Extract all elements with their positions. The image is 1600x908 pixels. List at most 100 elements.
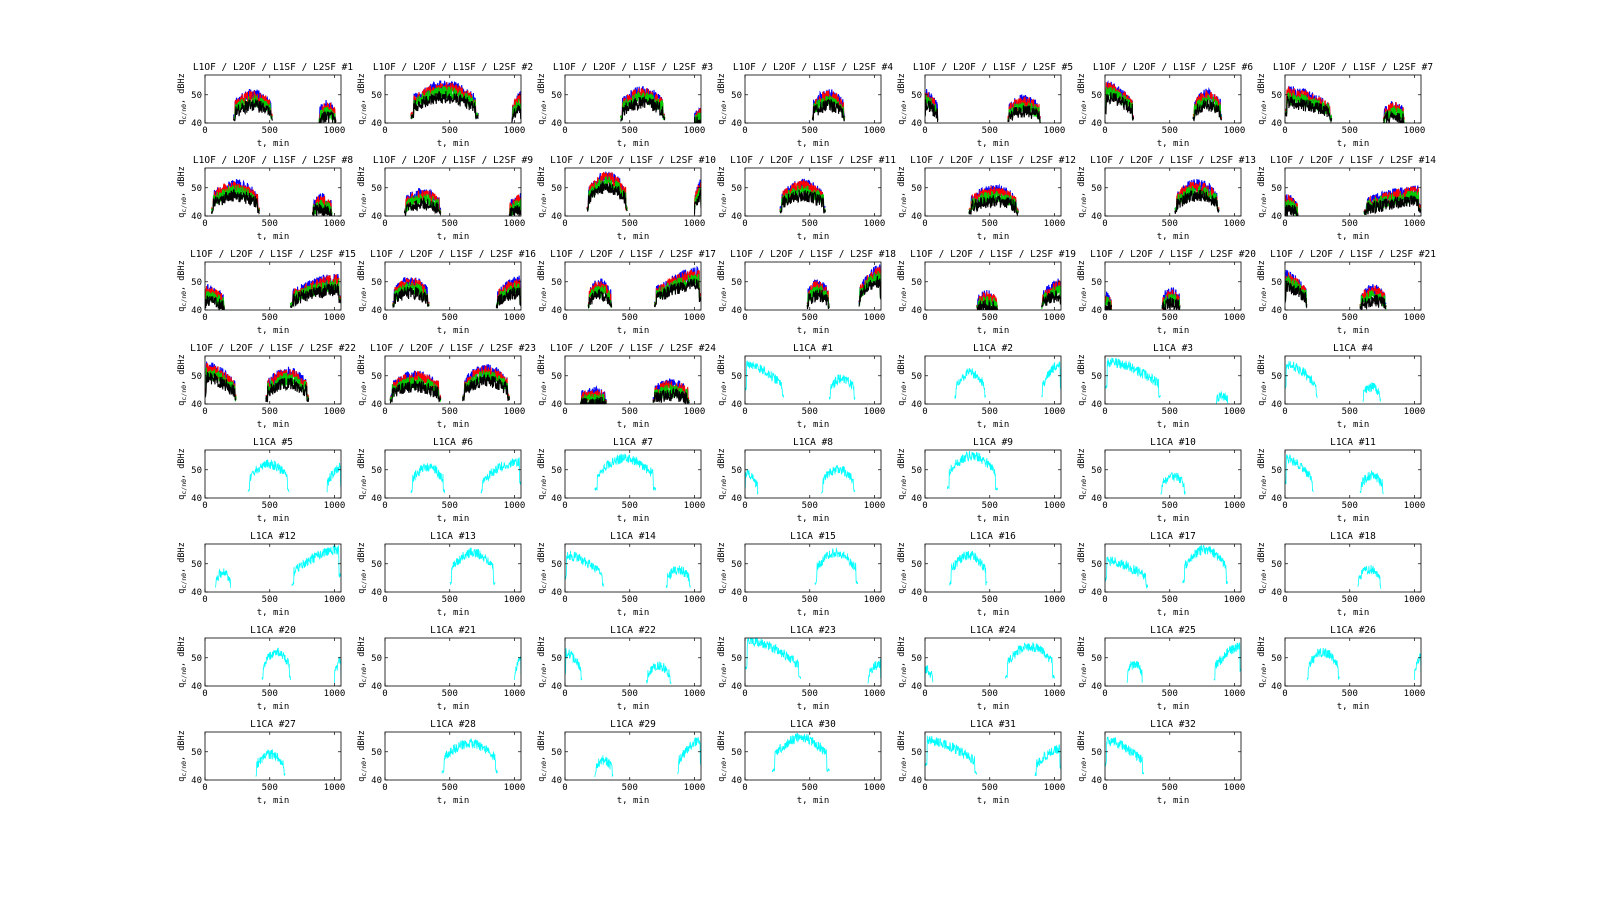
plot-area bbox=[1160, 471, 1186, 495]
y-tick-label: 40 bbox=[551, 306, 562, 316]
y-axis-label: qc/n0, dBHz bbox=[177, 73, 188, 125]
x-tick-label: 1000 bbox=[1224, 219, 1246, 229]
series-line-l1sf bbox=[1007, 101, 1041, 122]
x-tick-label: 0 bbox=[1282, 689, 1287, 699]
y-label-unit: , dBHz bbox=[1257, 448, 1267, 479]
series-line-l1ca bbox=[255, 748, 286, 777]
x-tick-label: 0 bbox=[562, 595, 567, 605]
x-axis-label: t, min bbox=[1337, 420, 1370, 430]
x-tick-label: 0 bbox=[742, 689, 747, 699]
y-tick-label: 50 bbox=[371, 466, 382, 476]
y-label-subscript: c/n0 bbox=[900, 479, 908, 495]
x-tick-label: 1000 bbox=[1044, 501, 1066, 511]
y-label-unit: , dBHz bbox=[177, 166, 187, 197]
y-tick-label: 40 bbox=[371, 682, 382, 692]
plot-area bbox=[745, 465, 856, 495]
y-tick-label: 40 bbox=[371, 494, 382, 504]
subplot: L1OF / L2OF / L1SF / L2SF #22 0 500 1000 40 5… bbox=[177, 343, 356, 430]
y-label-subscript: c/n0 bbox=[180, 104, 188, 120]
y-tick-label: 40 bbox=[1091, 119, 1102, 129]
series-line-l1ca bbox=[326, 462, 341, 493]
x-tick-label: 500 bbox=[1162, 313, 1178, 323]
x-tick-label: 0 bbox=[742, 407, 747, 417]
y-tick-label: 50 bbox=[191, 91, 202, 101]
series-line-l2of bbox=[1285, 272, 1308, 306]
subplot: L1CA #5 0 500 1000 40 50 t, min qc/n0, dBHz bbox=[177, 437, 345, 524]
series-line-l2of bbox=[495, 279, 521, 308]
y-tick-label: 40 bbox=[1091, 682, 1102, 692]
series-line-l1ca bbox=[334, 656, 341, 683]
series-line-l1ca bbox=[449, 547, 496, 586]
y-axis-label: qc/n0, dBHz bbox=[357, 73, 368, 125]
y-tick-label: 40 bbox=[1091, 494, 1102, 504]
x-tick-label: 1000 bbox=[1044, 595, 1066, 605]
y-label-unit: , dBHz bbox=[897, 448, 907, 479]
axes-box bbox=[744, 167, 882, 217]
x-tick-label: 500 bbox=[1342, 313, 1358, 323]
x-tick-label: 500 bbox=[262, 407, 278, 417]
x-axis-label: t, min bbox=[797, 420, 830, 430]
x-tick-label: 500 bbox=[622, 783, 638, 793]
series-line-l1ca bbox=[594, 453, 657, 491]
x-axis-label: t, min bbox=[1157, 420, 1190, 430]
y-label-symbol: q bbox=[537, 777, 547, 782]
y-tick-label: 40 bbox=[1271, 212, 1282, 222]
axes-box bbox=[744, 261, 882, 311]
series-line-l2sf bbox=[653, 278, 701, 308]
subplot-title: L1OF / L2OF / L1SF / L2SF #5 bbox=[913, 62, 1073, 73]
series-line-l1sf bbox=[586, 176, 628, 212]
y-label-subscript: c/n0 bbox=[360, 479, 368, 495]
series-line-l1ca bbox=[745, 638, 802, 680]
subplot: L1CA #18 0 500 1000 40 50 t, min qc/n0, dBHz bbox=[1257, 531, 1425, 618]
axes-box bbox=[564, 449, 702, 499]
y-label-subscript: c/n0 bbox=[360, 667, 368, 683]
y-label-symbol: q bbox=[1257, 683, 1267, 688]
x-tick-label: 0 bbox=[742, 313, 747, 323]
subplot: L1OF / L2OF / L1SF / L2SF #20 0 500 1000 40 5… bbox=[1077, 249, 1256, 336]
x-axis-label: t, min bbox=[977, 702, 1010, 712]
series-line-l1ca bbox=[1285, 454, 1314, 493]
y-label-symbol: q bbox=[1257, 401, 1267, 406]
y-label-subscript: c/n0 bbox=[1260, 385, 1268, 401]
axes-box bbox=[204, 543, 342, 593]
y-tick-label: 50 bbox=[1091, 748, 1102, 758]
plot-area bbox=[1126, 642, 1241, 684]
axes-box bbox=[384, 74, 522, 124]
x-tick-label: 0 bbox=[922, 501, 927, 511]
subplot-title: L1CA #2 bbox=[973, 343, 1013, 354]
y-axis-label: qc/n0, dBHz bbox=[1077, 730, 1088, 782]
x-tick-label: 0 bbox=[382, 501, 387, 511]
axes-box bbox=[1104, 543, 1242, 593]
plot-area bbox=[247, 459, 341, 493]
series-line-l1ca bbox=[1004, 642, 1055, 680]
plot-area bbox=[1285, 454, 1384, 495]
y-tick-label: 50 bbox=[191, 278, 202, 288]
y-tick-label: 50 bbox=[911, 654, 922, 664]
y-axis-label: qc/n0, dBHz bbox=[537, 730, 548, 782]
y-axis-label: qc/n0, dBHz bbox=[537, 636, 548, 688]
axes-box bbox=[384, 543, 522, 593]
axes-box bbox=[384, 355, 522, 405]
x-tick-label: 1000 bbox=[504, 689, 526, 699]
y-label-symbol: q bbox=[717, 213, 727, 218]
series-line-l2sf bbox=[1285, 280, 1308, 309]
y-tick-label: 50 bbox=[1271, 560, 1282, 570]
y-label-subscript: c/n0 bbox=[360, 291, 368, 307]
x-tick-label: 500 bbox=[442, 219, 458, 229]
x-tick-label: 1000 bbox=[1224, 126, 1246, 136]
x-tick-label: 0 bbox=[202, 501, 207, 511]
y-label-symbol: q bbox=[1077, 777, 1087, 782]
subplot: L1CA #12 0 500 1000 40 50 t, min qc/n0, dBHz bbox=[177, 531, 345, 618]
y-axis-label: qc/n0, dBHz bbox=[1257, 448, 1268, 500]
x-tick-label: 500 bbox=[1342, 501, 1358, 511]
y-tick-label: 40 bbox=[911, 212, 922, 222]
y-tick-label: 50 bbox=[731, 278, 742, 288]
y-tick-label: 50 bbox=[731, 654, 742, 664]
x-axis-label: t, min bbox=[1157, 326, 1190, 336]
series-line-l1ca bbox=[745, 468, 759, 495]
y-axis-label: qc/n0, dBHz bbox=[717, 354, 728, 406]
x-tick-label: 0 bbox=[1102, 407, 1107, 417]
y-label-symbol: q bbox=[1257, 589, 1267, 594]
y-label-subscript: c/n0 bbox=[360, 761, 368, 777]
subplot: L1CA #28 0 500 1000 40 50 t, min qc/n0, dBHz bbox=[357, 719, 525, 806]
